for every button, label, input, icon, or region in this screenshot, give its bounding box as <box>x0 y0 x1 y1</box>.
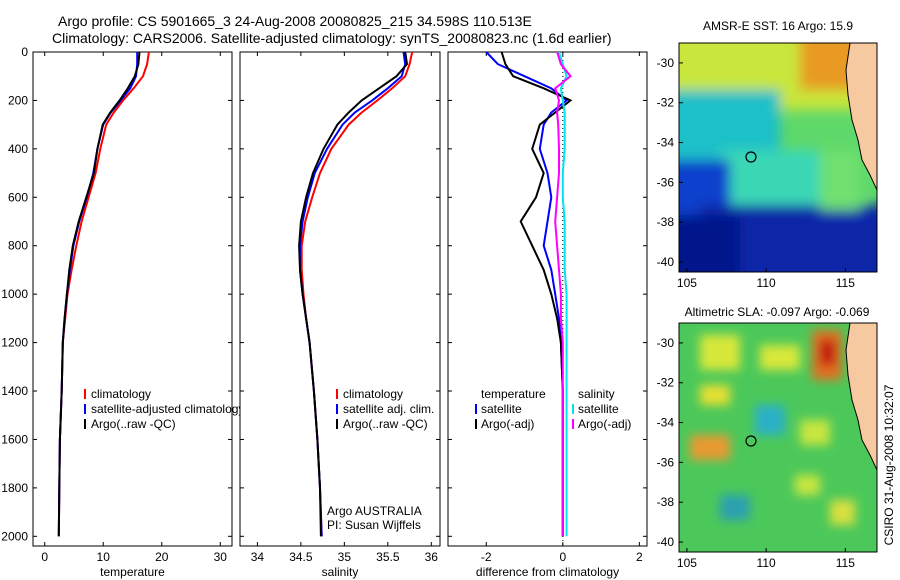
legend-group-title: temperature <box>481 387 546 401</box>
legend-label: Argo(-adj) <box>578 417 631 431</box>
x-axis-label: temperature <box>100 565 165 579</box>
y-tick-label: 1400 <box>1 384 28 398</box>
x-tick-label: 30 <box>214 550 228 564</box>
y-tick-label: 200 <box>8 93 28 107</box>
x-tick-label: 35.5 <box>376 550 400 564</box>
map-y-tick-label: -40 <box>657 535 675 549</box>
map-x-tick-label: 110 <box>757 276 776 290</box>
figure-title-line2: Climatology: CARS2006. Satellite-adjuste… <box>52 30 612 46</box>
sla-map-title: Altimetric SLA: -0.097 Argo: -0.069 <box>685 305 870 319</box>
legend-label: satellite <box>481 402 522 416</box>
y-tick-label: 800 <box>8 239 28 253</box>
map-y-tick-label: -36 <box>657 175 675 189</box>
series-line-argo-raw-qc- <box>298 51 409 537</box>
x-tick-label: 20 <box>155 550 169 564</box>
map-y-tick-label: -38 <box>657 495 675 509</box>
figure-title-line1: Argo profile: CS 5901665_3 24-Aug-2008 2… <box>58 13 532 29</box>
map-y-tick-label: -38 <box>657 215 675 229</box>
argo-position-marker-sla <box>745 435 757 447</box>
y-tick-label: 1200 <box>1 336 28 350</box>
map-y-tick-label: -30 <box>657 56 675 70</box>
map-y-tick-label: -36 <box>657 455 675 469</box>
map-x-tick-label: 105 <box>677 556 697 570</box>
map-y-tick-label: -40 <box>657 255 675 269</box>
sst-map-title: AMSR-E SST: 16 Argo: 15.9 <box>703 19 853 33</box>
y-tick-label: 0 <box>21 45 28 59</box>
map-y-tick-label: -34 <box>657 136 675 150</box>
legend-label: satellite <box>578 402 619 416</box>
x-tick-label: -2 <box>481 550 492 564</box>
x-tick-label: 10 <box>97 550 111 564</box>
x-tick-label: 34.5 <box>289 550 313 564</box>
sla-map-ticks: 105 110 115 -30 -32 -34 -36 -38 -40 <box>657 336 856 570</box>
temperature-panel: 0 200 400 600 800 1000 1200 1400 1600 1800 2000 0 10… <box>1 45 244 579</box>
map-x-tick-label: 115 <box>836 556 855 570</box>
y-tick-label: 400 <box>8 142 28 156</box>
x-tick-label: 2 <box>636 550 643 564</box>
map-x-tick-label: 110 <box>757 556 776 570</box>
map-x-tick-label: 105 <box>677 276 697 290</box>
map-y-tick-label: -30 <box>657 336 675 350</box>
map-y-tick-label: -34 <box>657 416 675 430</box>
legend-group-title: salinity <box>578 387 615 401</box>
y-tick-label: 1000 <box>1 287 28 301</box>
sst-map-frame <box>678 42 878 273</box>
argo-position-marker <box>745 151 757 163</box>
annotation-text: Argo AUSTRALIA <box>327 504 422 518</box>
axes-frame <box>239 51 441 547</box>
map-x-tick-label: 115 <box>836 276 855 290</box>
axes-frame <box>32 51 233 547</box>
x-tick-label: 35 <box>338 550 352 564</box>
timestamp-watermark: CSIRO 31-Aug-2008 10:32:07 <box>882 384 896 545</box>
x-tick-label: 0 <box>41 550 48 564</box>
sst-map-panel: AMSR-E SST: 16 Argo: 15.9 105 110 115 -30 -3… <box>657 19 878 290</box>
x-axis-label: salinity <box>322 565 359 579</box>
series-line-salinity-argo-adj- <box>554 51 572 537</box>
legend-label: satellite adj. clim. <box>343 402 434 416</box>
x-axis-label: difference from climatology <box>476 565 619 579</box>
legend-label: climatology <box>91 387 151 401</box>
legend-label: Argo(-adj) <box>481 417 534 431</box>
x-tick-label: 36 <box>425 550 439 564</box>
sst-field <box>679 43 877 272</box>
series-line-argo-raw-qc- <box>57 51 141 537</box>
sla-field <box>679 323 877 552</box>
series-line-salinity-satellite <box>558 51 568 537</box>
map-y-tick-label: -32 <box>657 96 675 110</box>
legend-label: climatology <box>343 387 403 401</box>
x-tick-label: 0 <box>559 550 566 564</box>
y-tick-label: 600 <box>8 190 28 204</box>
sla-map-panel: Altimetric SLA: -0.097 Argo: -0.069 105 1 <box>657 305 878 570</box>
salinity-panel: 34 34.5 35 35.5 36 salinity climatologysatelli… <box>239 51 441 579</box>
y-tick-label: 1800 <box>1 481 28 495</box>
map-y-tick-label: -32 <box>657 376 675 390</box>
legend-label: satellite-adjusted climatology <box>91 402 244 416</box>
difference-panel: -2 0 2 difference from climatology temperatu… <box>447 51 648 579</box>
sla-map-frame <box>678 322 878 553</box>
annotation-text: PI: Susan Wijffels <box>327 518 421 532</box>
legend-label: Argo(..raw -QC) <box>91 417 176 431</box>
sst-map-ticks: 105 110 115 -30 -32 -34 -36 -38 -40 <box>657 56 856 290</box>
axes-frame <box>447 51 648 547</box>
y-tick-label: 1600 <box>1 432 28 446</box>
legend-label: Argo(..raw -QC) <box>343 417 428 431</box>
y-tick-label: 2000 <box>1 529 28 543</box>
x-tick-label: 34 <box>251 550 265 564</box>
